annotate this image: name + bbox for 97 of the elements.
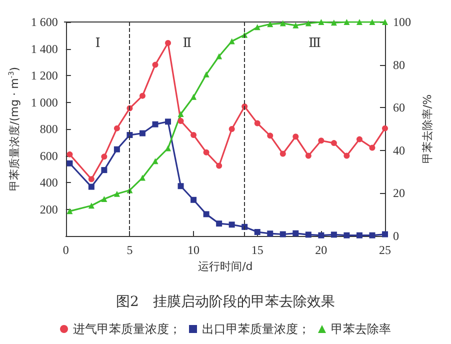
x-tick-label: 15	[251, 243, 264, 257]
point	[178, 111, 184, 118]
point	[88, 176, 94, 182]
x-tick-label: 20	[315, 243, 328, 257]
point	[190, 132, 197, 138]
point	[203, 71, 210, 78]
point	[292, 134, 299, 140]
point	[101, 154, 108, 160]
point	[88, 202, 94, 209]
annotation: Ⅰ	[95, 36, 100, 51]
point	[267, 230, 274, 237]
point	[292, 22, 299, 28]
point	[101, 196, 108, 202]
annotation: Ⅲ	[308, 36, 322, 51]
x-axis-title: 运行时间/d	[198, 260, 253, 273]
point	[203, 149, 210, 156]
point	[267, 21, 274, 28]
point	[254, 120, 260, 126]
x-tick-label: 5	[126, 243, 133, 257]
y-tick-label: 200	[40, 202, 58, 216]
y-tick-label: 400	[40, 176, 58, 190]
y-tick-label: 800	[40, 122, 58, 136]
point	[203, 211, 210, 218]
point	[139, 130, 146, 136]
annotation: Ⅱ	[182, 36, 192, 51]
point	[382, 231, 388, 238]
point	[254, 228, 260, 235]
text: 图2 挂膜启动阶段的甲苯去除效果	[116, 294, 335, 310]
point	[318, 19, 324, 25]
point	[344, 19, 350, 25]
point	[114, 146, 120, 152]
point	[228, 126, 235, 132]
point	[280, 150, 286, 157]
point	[114, 190, 120, 197]
y2-tick-label: 0	[393, 229, 399, 243]
point	[178, 118, 184, 124]
point	[356, 136, 362, 142]
legend-label: 进气甲苯质量浓度；	[73, 322, 181, 336]
point	[318, 138, 324, 144]
y2-tick-label: 60	[393, 100, 405, 115]
x-tick-label: 25	[379, 243, 391, 257]
point	[305, 152, 312, 159]
point	[66, 160, 73, 166]
legend-label: 甲苯去除率	[331, 322, 391, 336]
y2-axis-title: 甲苯去除率/%	[420, 94, 434, 164]
y2-tick-label: 20	[393, 186, 405, 200]
point	[318, 232, 324, 238]
point	[344, 232, 350, 238]
point	[305, 232, 312, 238]
point	[356, 19, 362, 25]
point	[330, 232, 337, 238]
y2-tick-label: 100	[393, 15, 411, 29]
point	[280, 231, 286, 238]
point	[178, 183, 184, 190]
point	[267, 132, 274, 139]
point	[330, 140, 337, 146]
y-tick-label: 1 400	[30, 42, 58, 56]
point	[114, 125, 120, 132]
point	[382, 19, 388, 25]
y-tick-label: 1 200	[30, 68, 58, 82]
x-tick-label: 0	[62, 243, 69, 257]
y2-tick-label: 40	[393, 143, 405, 158]
point	[88, 184, 94, 190]
point	[165, 118, 172, 125]
point	[228, 38, 235, 44]
y2-tick-label: 80	[393, 58, 405, 72]
point	[190, 196, 197, 203]
point	[369, 144, 376, 151]
point	[66, 151, 73, 158]
point	[292, 230, 299, 236]
point	[152, 62, 158, 68]
y-tick-label: 1 000	[30, 95, 58, 110]
point	[369, 19, 376, 25]
point	[152, 158, 158, 164]
point	[369, 232, 376, 238]
point	[216, 53, 222, 60]
y-tick-label: 1 600	[30, 15, 58, 29]
point	[228, 222, 235, 228]
point	[254, 24, 260, 30]
point	[165, 40, 172, 46]
point	[190, 94, 197, 100]
point	[66, 208, 73, 214]
point	[356, 232, 362, 238]
point	[139, 92, 146, 99]
point	[330, 20, 337, 26]
point	[382, 125, 388, 132]
point	[165, 145, 172, 152]
point	[280, 20, 286, 26]
point	[216, 162, 222, 169]
x-tick-label: 10	[188, 243, 200, 257]
point	[101, 167, 108, 174]
point	[344, 152, 350, 159]
legend-label: 出口甲苯质量浓度；	[202, 322, 310, 336]
point	[216, 220, 222, 227]
y-tick-label: 600	[40, 148, 58, 163]
point	[305, 20, 312, 26]
point	[152, 121, 158, 128]
